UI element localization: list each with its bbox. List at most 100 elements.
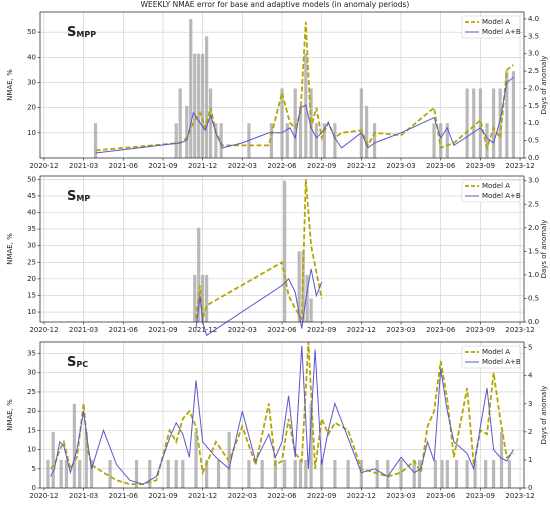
y2-tick-label: 3 xyxy=(528,400,532,408)
x-tick-label: 2023-12 xyxy=(505,162,534,170)
figure-title: WEEKLY NMAE error for base and adaptive … xyxy=(141,0,410,9)
anomaly-bar xyxy=(297,251,301,322)
anomaly-bar xyxy=(304,459,308,488)
panel-label: SPC xyxy=(67,355,88,370)
x-tick-label: 2023-03 xyxy=(386,492,415,500)
anomaly-bar xyxy=(309,298,313,322)
plot-frame xyxy=(39,175,525,323)
anomaly-bar xyxy=(498,88,502,158)
anomaly-bar xyxy=(445,459,449,488)
anomaly-bar xyxy=(205,36,209,159)
y2-tick-label: 1.5 xyxy=(528,247,539,255)
anomaly-bar xyxy=(178,88,182,158)
anomaly-bar xyxy=(201,53,205,158)
anomaly-bar xyxy=(51,431,55,488)
y-tick-label: 5 xyxy=(32,465,36,473)
y-tick-label: 30 xyxy=(27,78,36,86)
anomaly-bar xyxy=(359,88,363,158)
x-tick-label: 2023-03 xyxy=(386,162,415,170)
series-line xyxy=(195,268,323,337)
anomaly-bar xyxy=(433,459,437,488)
anomaly-bar xyxy=(298,105,303,158)
anomaly-bar xyxy=(185,105,189,158)
panel-label-sub: MPP xyxy=(76,30,96,39)
y2-tick-label: 4 xyxy=(528,372,533,380)
anomaly-bar xyxy=(134,459,139,488)
anomaly-bar xyxy=(247,459,251,488)
legend-label: Model A+B xyxy=(482,358,521,366)
x-tick-label: 2022-06 xyxy=(267,326,297,334)
x-tick-label: 2023-09 xyxy=(466,492,495,500)
y-tick-label: 10 xyxy=(27,446,36,454)
y-tick-label: 20 xyxy=(27,104,36,112)
x-tick-label: 2023-12 xyxy=(505,326,534,334)
x-tick-label: 2021-03 xyxy=(69,162,98,170)
x-tick-label: 2022-06 xyxy=(267,162,297,170)
x-tick-label: 2022-03 xyxy=(228,326,257,334)
y-tick-label: 30 xyxy=(27,242,36,250)
x-tick-label: 2021-03 xyxy=(69,326,98,334)
anomaly-bar xyxy=(72,403,76,488)
anomaly-bar xyxy=(298,459,303,488)
anomaly-bar xyxy=(293,459,297,488)
y2-tick-label: 2.5 xyxy=(528,67,539,75)
panel-label-sub: PC xyxy=(76,360,88,369)
anomaly-bar xyxy=(216,459,221,488)
anomaly-bar xyxy=(305,274,309,322)
y2-tick-label: 1.0 xyxy=(528,271,539,279)
series-line xyxy=(49,341,514,486)
x-tick-label: 2022-09 xyxy=(307,492,336,500)
anomaly-bar xyxy=(399,459,403,488)
anomaly-bar xyxy=(499,431,504,488)
y-axis-label: NMAE, % xyxy=(6,399,14,431)
anomaly-bar xyxy=(473,459,477,488)
y-tick-label: 50 xyxy=(27,28,36,36)
y2-tick-label: 0.5 xyxy=(528,137,539,145)
panel-label-main: S xyxy=(67,189,76,204)
anomaly-bar xyxy=(491,88,496,158)
x-tick-label: 2023-09 xyxy=(466,326,495,334)
anomaly-bar xyxy=(214,123,218,158)
x-tick-label: 2020-12 xyxy=(29,162,58,170)
anomaly-bar xyxy=(197,227,201,322)
anomaly-bar xyxy=(283,459,287,488)
y2-tick-label: 4.0 xyxy=(528,15,539,23)
series-line xyxy=(95,22,514,152)
anomaly-bar xyxy=(93,123,98,158)
y-tick-label: 20 xyxy=(27,275,36,283)
anomaly-bar xyxy=(193,53,197,158)
y-tick-label: 20 xyxy=(27,407,36,415)
legend-label: Model A xyxy=(482,182,510,190)
x-tick-label: 2021-09 xyxy=(148,162,177,170)
anomaly-bar xyxy=(89,459,94,488)
x-tick-label: 2023-03 xyxy=(386,326,415,334)
y-tick-label: 45 xyxy=(27,192,36,200)
anomaly-bar xyxy=(148,459,152,488)
anomaly-bar xyxy=(208,88,213,158)
x-tick-label: 2021-06 xyxy=(109,492,139,500)
anomaly-bar xyxy=(46,459,50,488)
y2-tick-label: 1 xyxy=(528,456,532,464)
y-tick-label: 25 xyxy=(27,258,36,266)
y2-tick-label: 0.0 xyxy=(528,318,539,326)
anomaly-bar xyxy=(108,459,112,488)
anomaly-bar xyxy=(309,403,313,488)
series-line xyxy=(95,77,514,154)
anomaly-bar xyxy=(454,459,459,488)
x-tick-label: 2022-12 xyxy=(347,326,376,334)
anomaly-bar xyxy=(59,459,63,488)
x-tick-label: 2023-12 xyxy=(505,492,534,500)
anomaly-bar xyxy=(273,459,277,488)
x-tick-label: 2022-09 xyxy=(307,326,336,334)
x-tick-label: 2022-03 xyxy=(228,492,257,500)
anomaly-bar xyxy=(511,71,516,158)
y-tick-label: 30 xyxy=(27,369,36,377)
panel-label: SMPP xyxy=(67,25,96,40)
y-tick-label: 0 xyxy=(32,484,36,492)
anomaly-bar xyxy=(417,459,422,488)
panel: 2020-12 2021-03 2021-06 2021-09 2021-12 2022-… xyxy=(6,175,548,337)
y-tick-label: 10 xyxy=(27,129,36,137)
anomaly-bar xyxy=(412,459,416,488)
anomaly-bar xyxy=(484,459,488,488)
x-tick-label: 2022-06 xyxy=(267,492,297,500)
